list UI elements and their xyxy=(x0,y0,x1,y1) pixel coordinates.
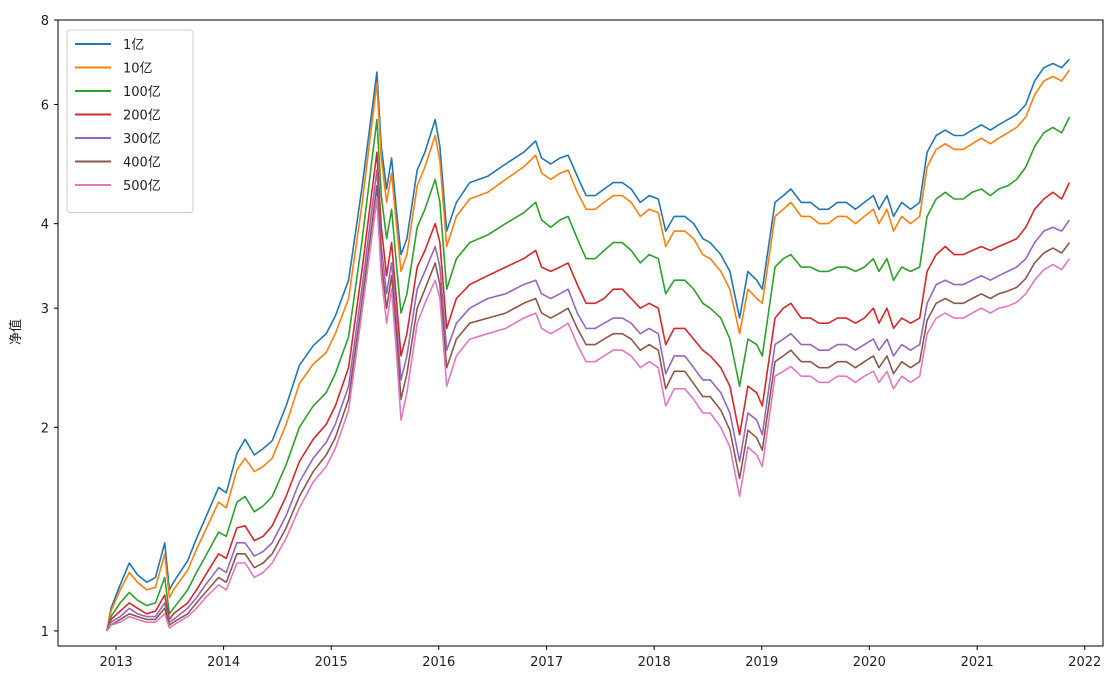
axis-ticks: 2013 2014 2015 2016 2017 2018 2019 2020 2021 2022… xyxy=(41,14,1102,670)
legend: 1亿 10亿 100亿 200亿 300亿 400亿 500亿 xyxy=(66,29,194,213)
legend-box xyxy=(66,29,194,213)
x-tick-label: 2019 xyxy=(745,655,778,670)
plot-frame xyxy=(57,19,1104,647)
axes-frame xyxy=(57,19,1104,647)
x-tick-label: 2021 xyxy=(961,655,994,670)
legend-label: 500亿 xyxy=(123,179,161,194)
y-tick-label: 2 xyxy=(41,421,49,436)
series-line-1 xyxy=(106,58,1070,632)
legend-label: 300亿 xyxy=(123,132,161,147)
series-line-6 xyxy=(106,185,1071,632)
y-tick-label: 1 xyxy=(41,625,49,640)
y-tick-label: 3 xyxy=(41,302,49,317)
series-line-7 xyxy=(106,198,1071,632)
legend-label: 10亿 xyxy=(123,62,153,77)
legend-label: 400亿 xyxy=(123,156,161,171)
legend-label: 200亿 xyxy=(123,109,161,124)
x-tick-label: 2020 xyxy=(853,655,886,670)
series-line-3 xyxy=(106,116,1071,632)
legend-label: 1亿 xyxy=(123,38,144,53)
y-tick-label: 8 xyxy=(41,14,49,29)
x-tick-label: 2015 xyxy=(315,655,348,670)
x-tick-label: 2018 xyxy=(638,655,671,670)
legend-label: 100亿 xyxy=(123,85,161,100)
x-tick-label: 2017 xyxy=(530,655,563,670)
series-line-2 xyxy=(106,69,1071,632)
y-tick-label: 6 xyxy=(41,99,49,114)
x-tick-label: 2013 xyxy=(100,655,133,670)
x-tick-label: 2014 xyxy=(207,655,240,670)
x-tick-label: 2022 xyxy=(1068,655,1101,670)
series-line-5 xyxy=(106,169,1071,632)
y-tick-label: 4 xyxy=(41,218,49,233)
series-line-4 xyxy=(106,151,1071,632)
series-lines xyxy=(106,58,1071,632)
x-tick-label: 2016 xyxy=(422,655,455,670)
y-axis-label: 净值 xyxy=(8,319,24,345)
